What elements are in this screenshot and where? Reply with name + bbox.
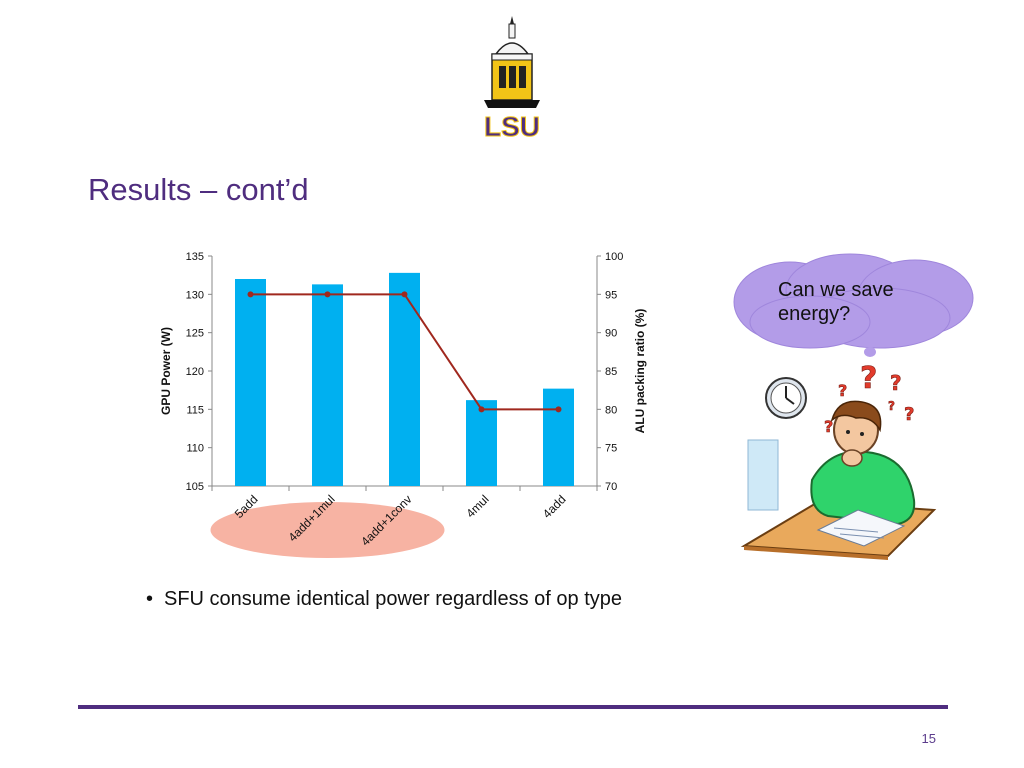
y2-tick-label: 90 (605, 328, 617, 340)
svg-text:?: ? (888, 399, 895, 413)
chart: 1051101151201251301357075808590951005add… (159, 251, 647, 558)
y2-axis-title: ALU packing ratio (%) (633, 309, 647, 434)
y-tick-label: 130 (186, 289, 204, 301)
y-tick-label: 135 (186, 251, 204, 263)
y-tick-label: 125 (186, 328, 204, 340)
x-category-label: 4mul (463, 492, 491, 520)
line-point (478, 406, 485, 413)
svg-text:?: ? (860, 361, 877, 396)
paper (816, 509, 906, 547)
bar (466, 400, 497, 486)
logo-dome (494, 42, 530, 55)
clock-icon (765, 377, 807, 419)
bar (543, 388, 574, 486)
y2-tick-label: 85 (605, 366, 617, 378)
y2-tick-label: 95 (605, 289, 617, 301)
y-tick-label: 105 (186, 481, 204, 493)
svg-text:?: ? (904, 404, 914, 425)
logo-base (484, 100, 540, 108)
y2-tick-label: 80 (605, 404, 617, 416)
y2-tick-label: 70 (605, 481, 617, 493)
footer-rule (78, 705, 948, 709)
bar (389, 272, 420, 486)
y2-tick-label: 100 (605, 251, 623, 263)
page-number: 15 (921, 731, 936, 746)
y-axis-title: GPU Power (W) (159, 327, 173, 415)
svg-text:?: ? (838, 381, 847, 400)
thought-bubble (733, 253, 974, 357)
logo-text: LSU (484, 111, 540, 138)
line-point (247, 291, 254, 298)
question-marks: ? ? ? ? ? ? (824, 361, 915, 437)
line-point (401, 291, 408, 298)
line-point (324, 291, 331, 298)
y-tick-label: 120 (186, 366, 204, 378)
x-category-label: 4add (540, 492, 569, 521)
bar (235, 279, 266, 486)
bullet-point: • SFU consume identical power regardless … (146, 588, 622, 611)
bar (312, 284, 343, 486)
thinking-student-illustration: ? ? ? ? ? ? (740, 361, 937, 560)
slide-title: Results – cont’d (88, 172, 309, 207)
y-tick-label: 115 (186, 404, 204, 416)
bullet-marker: • (146, 588, 154, 610)
svg-text:?: ? (824, 417, 833, 436)
highlight-ellipse (210, 502, 445, 558)
line-point (555, 406, 562, 413)
logo-spire (508, 23, 516, 39)
bubble-text: Can we save energy? (778, 279, 894, 325)
y-tick-label: 110 (186, 443, 204, 455)
svg-text:?: ? (890, 371, 902, 395)
y2-tick-label: 75 (605, 443, 617, 455)
bullet-text: SFU consume identical power regardless o… (164, 588, 623, 610)
lsu-logo: LSU (484, 16, 541, 138)
